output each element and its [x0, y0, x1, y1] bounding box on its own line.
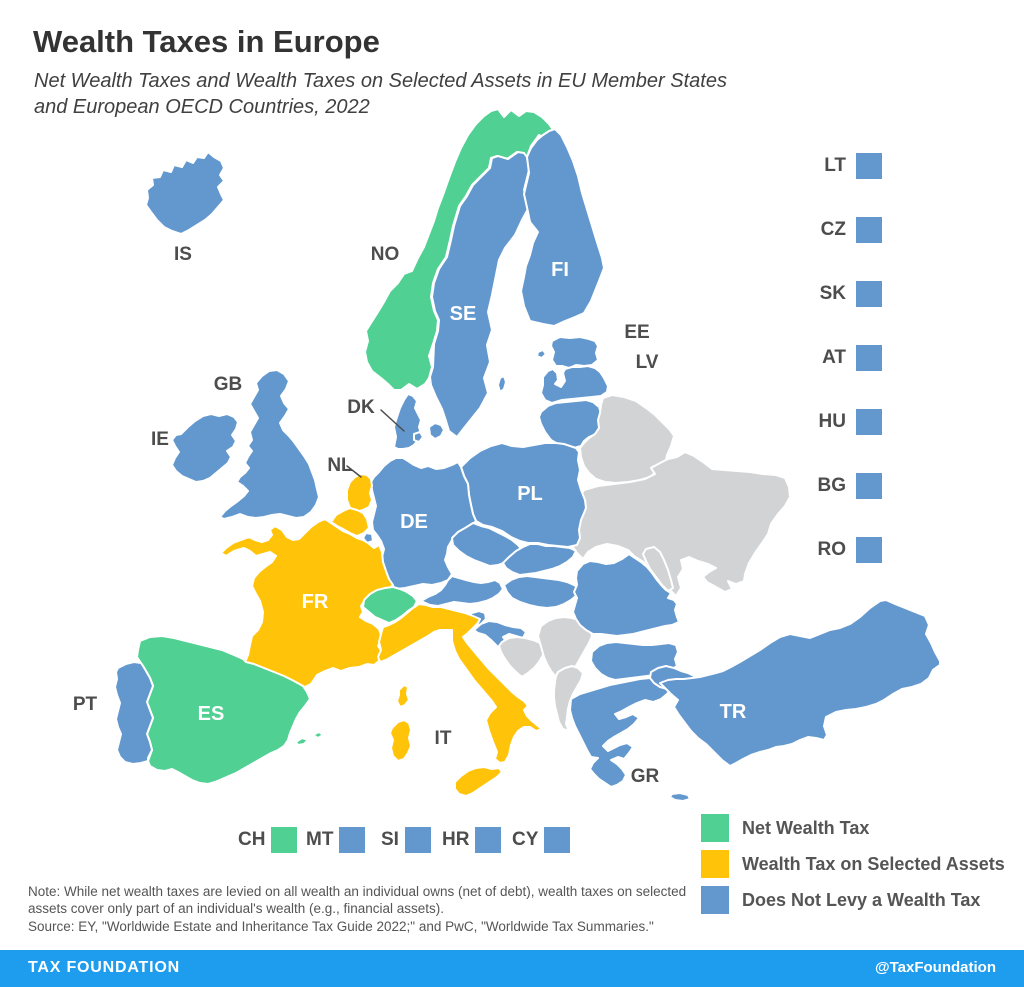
- svg-text:IS: IS: [174, 244, 192, 265]
- svg-text:IE: IE: [151, 429, 169, 450]
- svg-text:SE: SE: [450, 303, 477, 325]
- svg-text:TR: TR: [720, 701, 747, 723]
- svg-text:EE: EE: [624, 322, 649, 343]
- svg-text:LV: LV: [636, 352, 659, 373]
- svg-text:IT: IT: [435, 728, 452, 749]
- svg-text:FI: FI: [551, 259, 569, 281]
- svg-text:GB: GB: [214, 374, 243, 395]
- svg-text:NL: NL: [327, 455, 353, 476]
- svg-text:FR: FR: [302, 591, 329, 613]
- svg-text:PT: PT: [73, 694, 98, 715]
- svg-text:ES: ES: [198, 703, 225, 725]
- svg-text:DK: DK: [347, 397, 375, 418]
- svg-text:NO: NO: [371, 244, 400, 265]
- svg-text:PL: PL: [517, 483, 543, 505]
- svg-text:GR: GR: [631, 766, 660, 787]
- svg-text:DE: DE: [400, 511, 428, 533]
